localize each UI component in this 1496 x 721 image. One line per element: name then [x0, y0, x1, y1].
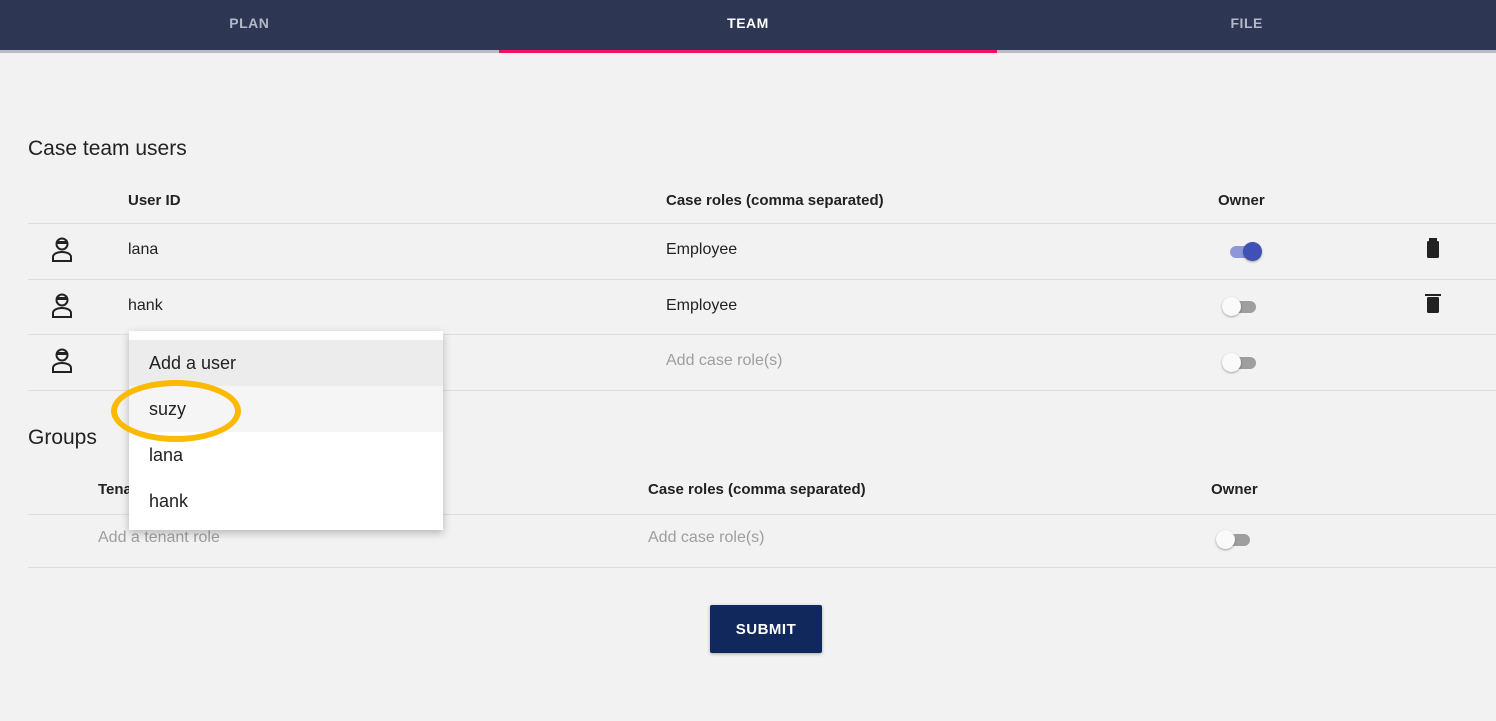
col-owner: Owner — [1218, 192, 1265, 209]
user-icon — [52, 293, 72, 318]
user-id[interactable]: hank — [128, 297, 163, 314]
trash-icon[interactable] — [1425, 238, 1441, 258]
user-dropdown: Add a user suzy lana hank — [129, 331, 443, 530]
owner-toggle[interactable] — [1222, 296, 1258, 316]
tab-file[interactable]: FILE — [1230, 15, 1263, 31]
owner-toggle[interactable] — [1222, 352, 1258, 372]
dropdown-item[interactable]: Add a user — [129, 340, 443, 386]
col-case-roles: Case roles (comma separated) — [666, 192, 884, 209]
tab-team[interactable]: TEAM — [498, 0, 998, 53]
trash-icon[interactable] — [1425, 293, 1441, 313]
divider — [28, 223, 1496, 224]
groups-section-title: Groups — [28, 426, 97, 449]
user-id[interactable]: lana — [128, 241, 159, 258]
tab-plan[interactable]: PLAN — [229, 15, 270, 31]
col-case-roles: Case roles (comma separated) — [648, 481, 866, 498]
divider — [28, 567, 1496, 568]
tenant-role-input[interactable]: Add a tenant role — [98, 529, 220, 546]
divider — [28, 279, 1496, 280]
case-roles[interactable]: Employee — [666, 297, 738, 314]
dropdown-item[interactable]: hank — [149, 491, 189, 511]
owner-toggle[interactable] — [1226, 241, 1262, 261]
divider — [28, 514, 1496, 515]
case-roles[interactable]: Employee — [666, 241, 738, 258]
col-user-id: User ID — [128, 192, 181, 209]
case-roles-input[interactable]: Add case role(s) — [648, 529, 765, 546]
users-section-title: Case team users — [28, 137, 187, 160]
col-owner: Owner — [1211, 481, 1258, 498]
dropdown-item[interactable]: lana — [149, 445, 184, 465]
user-icon — [52, 237, 72, 262]
owner-toggle[interactable] — [1216, 529, 1252, 549]
submit-button[interactable]: SUBMIT — [710, 605, 822, 653]
divider — [28, 334, 1496, 335]
user-icon — [52, 348, 72, 373]
case-roles-input[interactable]: Add case role(s) — [666, 352, 783, 369]
divider — [28, 390, 1496, 391]
tab-bar: PLAN TEAM FILE — [0, 0, 1496, 53]
highlight-circle — [111, 380, 241, 442]
